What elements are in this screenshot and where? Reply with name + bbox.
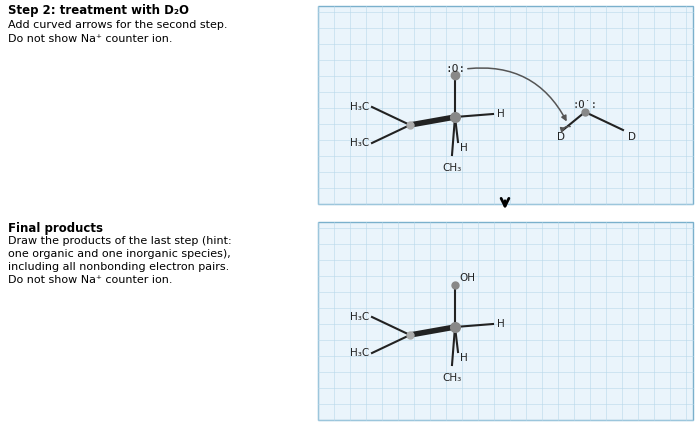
Text: H₃C: H₃C xyxy=(350,348,369,358)
FancyArrowPatch shape xyxy=(468,68,566,120)
Text: Step 2: treatment with D₂O: Step 2: treatment with D₂O xyxy=(8,4,189,17)
Text: H: H xyxy=(460,353,468,363)
Text: including all nonbonding electron pairs.: including all nonbonding electron pairs. xyxy=(8,262,230,272)
Text: Draw the products of the last step (hint:: Draw the products of the last step (hint… xyxy=(8,236,232,246)
Text: Do not show Na⁺ counter ion.: Do not show Na⁺ counter ion. xyxy=(8,34,172,44)
Text: D: D xyxy=(557,132,565,142)
Text: H₃C: H₃C xyxy=(350,312,369,322)
Text: CH₃: CH₃ xyxy=(442,373,461,383)
FancyArrowPatch shape xyxy=(561,127,570,132)
Text: H: H xyxy=(497,319,505,329)
Text: D: D xyxy=(628,132,636,142)
Text: H: H xyxy=(497,109,505,119)
Text: Do not show Na⁺ counter ion.: Do not show Na⁺ counter ion. xyxy=(8,275,172,285)
Text: :O:: :O: xyxy=(445,64,465,74)
Text: OH: OH xyxy=(459,273,475,283)
Text: Final products: Final products xyxy=(8,222,103,235)
Text: H₃C: H₃C xyxy=(350,102,369,112)
Text: Add curved arrows for the second step.: Add curved arrows for the second step. xyxy=(8,20,228,30)
Bar xyxy=(318,222,693,420)
Text: CH₃: CH₃ xyxy=(442,163,461,173)
Text: H: H xyxy=(460,143,468,153)
Text: :Ȯ:: :Ȯ: xyxy=(573,100,598,110)
Text: H₃C: H₃C xyxy=(350,138,369,148)
Bar xyxy=(318,6,693,204)
Text: one organic and one inorganic species),: one organic and one inorganic species), xyxy=(8,249,231,259)
